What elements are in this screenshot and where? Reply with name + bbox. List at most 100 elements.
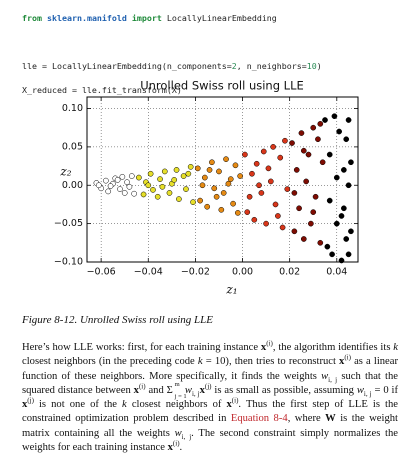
scatter-point [166, 190, 173, 196]
scatter-point [345, 117, 352, 123]
scatter-point [227, 176, 234, 182]
math: x [167, 442, 173, 454]
scatter-point [114, 177, 121, 183]
scatter-point [230, 200, 236, 207]
scatter-point [260, 148, 267, 155]
scatter-point [317, 239, 324, 246]
scatter-point [310, 124, 317, 131]
scatter-point [216, 168, 222, 175]
text: is as small as possible, assuming [211, 384, 357, 396]
scatter-point [190, 199, 196, 205]
scatter-point [176, 196, 182, 202]
equation-link[interactable]: Equation 8-4 [230, 413, 288, 425]
scatter-point [279, 224, 286, 231]
scatter-point [180, 173, 187, 179]
scatter-point [333, 174, 340, 181]
text: = 10), then tries to reconstruct [202, 356, 340, 368]
scatter-point [140, 191, 147, 198]
scatter-point [237, 173, 244, 179]
scatter-point [157, 176, 163, 182]
math: w [174, 427, 182, 439]
math: m [174, 380, 180, 388]
scatter-point [282, 137, 288, 144]
scatter-point [119, 173, 126, 180]
text: . Thus the first step of LLE is the cons… [22, 399, 398, 425]
math: Σ [166, 384, 173, 396]
scatter-point [234, 210, 241, 216]
scatter-point [251, 216, 258, 223]
scatter-point [107, 183, 114, 189]
scatter-point [305, 151, 312, 158]
text: closest neighbors (in the preceding code [22, 356, 198, 368]
y-tick-label: −0.05 [54, 218, 83, 229]
scatter-point [124, 179, 130, 186]
math: x [22, 399, 28, 411]
scatter-point [303, 178, 310, 185]
scatter-point [201, 174, 208, 181]
scatter-point [345, 251, 352, 258]
scatter-point [253, 160, 260, 167]
scatter-point [329, 251, 335, 258]
text: is not one of the [33, 399, 123, 411]
scatter-point [341, 205, 347, 212]
keyword: import [131, 13, 162, 23]
scatter-point [341, 167, 347, 173]
text: , where [287, 413, 326, 425]
code-text: ) [316, 61, 322, 71]
math: i, j [363, 390, 372, 398]
scatter-point [194, 165, 201, 172]
scatter-point [171, 177, 178, 183]
math: x [226, 399, 232, 411]
y-tick-label: 0.10 [62, 103, 83, 114]
scatter-point [263, 220, 269, 227]
math: (i) [138, 382, 146, 391]
scatter-point [183, 186, 189, 192]
scatter-point [298, 130, 305, 136]
scatter-point [345, 182, 352, 189]
scatter-point [161, 168, 168, 175]
scatter-point [199, 182, 206, 189]
scatter-point [150, 187, 156, 193]
math: w [356, 384, 364, 396]
plot-area [87, 97, 358, 262]
math: (j) [27, 396, 34, 405]
text: . [179, 442, 183, 454]
scatter-point [308, 220, 314, 227]
math: i, j [328, 375, 338, 384]
scatter-point [291, 228, 298, 235]
scatter-point [300, 236, 307, 242]
scatter-point [343, 236, 350, 242]
scatter-point [223, 156, 229, 163]
scatter-point [275, 213, 281, 219]
math: i, j [191, 390, 200, 398]
chart: Unrolled Swiss roll using LLE z₁ z₂ −0.0… [54, 79, 359, 297]
code-text: , n_neighbors= [236, 61, 307, 71]
y-tick-label: 0.05 [62, 141, 83, 152]
scatter-point [336, 128, 342, 135]
text: as a linear function of these neighbors.… [22, 356, 398, 382]
number: 10 [306, 61, 317, 71]
math: (i) [266, 339, 273, 348]
scatter-point [204, 203, 211, 210]
math: w [321, 370, 329, 382]
x-tick-label: 0.00 [232, 267, 253, 278]
scatter-point [293, 167, 300, 173]
scatter-point [121, 190, 128, 196]
scatter-point [300, 147, 307, 154]
scatter-point [265, 165, 272, 172]
text: Here’s how LLE works: first, for each tr… [22, 342, 261, 353]
module: sklearn.manifold [46, 13, 127, 23]
scatter-point [348, 159, 354, 166]
scatter-point [270, 144, 277, 150]
math: x [260, 342, 267, 353]
scatter-point [249, 170, 255, 177]
scatter-point [343, 136, 350, 143]
identifier: LocallyLinearEmbedding [166, 13, 277, 23]
math: (i) [231, 396, 239, 405]
code-line: X_reduced = lle.fit_transform(X) [22, 84, 322, 96]
scatter-point [185, 170, 192, 177]
x-tick-label: 0.02 [279, 267, 300, 278]
code-block: from sklearn.manifold import LocallyLine… [22, 12, 322, 96]
